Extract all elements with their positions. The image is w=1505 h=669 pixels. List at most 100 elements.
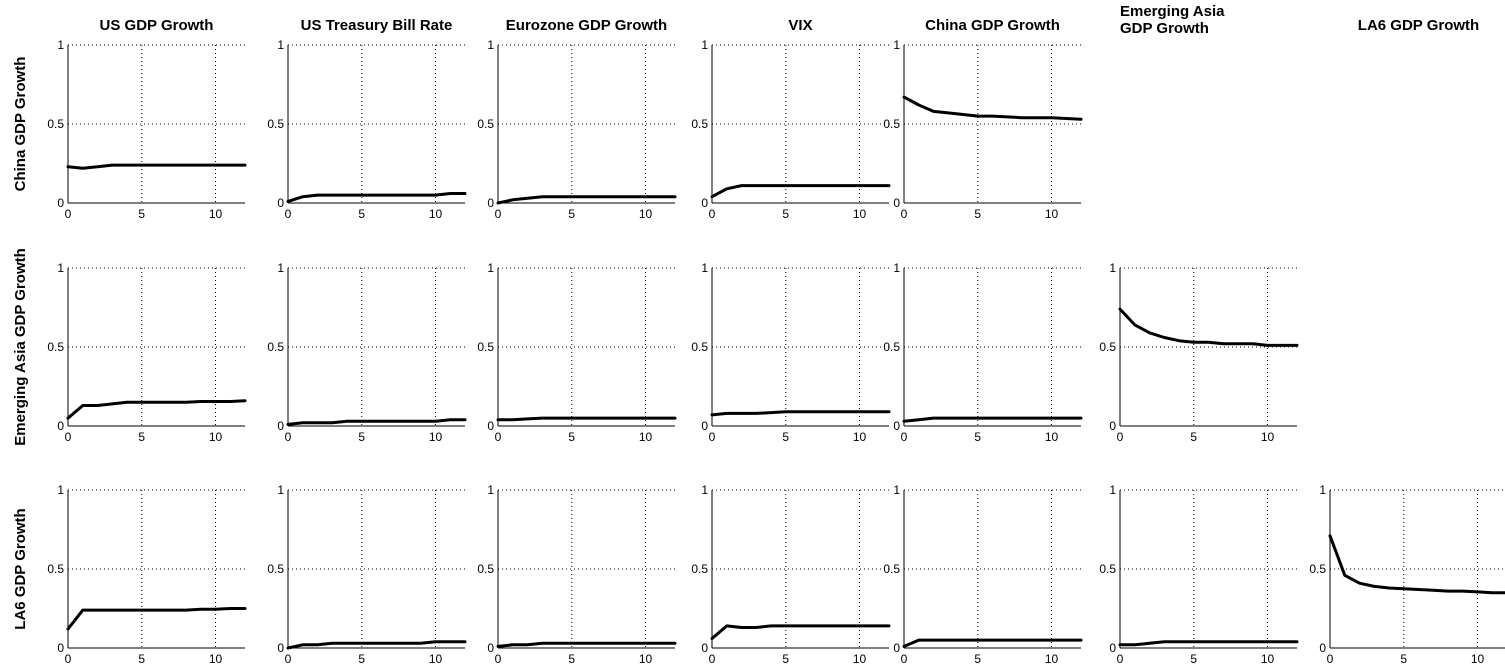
column-title-la6-gdp-growth: LA6 GDP Growth xyxy=(1358,17,1479,34)
column-title-line: VIX xyxy=(788,17,812,34)
y-tick-label: 1 xyxy=(1109,483,1116,497)
x-tick-label: 10 xyxy=(429,430,443,444)
column-title-us-treasury-bill-rate: US Treasury Bill Rate xyxy=(301,17,453,34)
y-tick-label: 0 xyxy=(1319,641,1326,655)
x-tick-label: 0 xyxy=(901,207,908,221)
panel-r1-c4: 00.510 5 10 xyxy=(883,261,1083,444)
x-tick-label: 5 xyxy=(1190,652,1197,666)
column-titles: US GDP Growth US Treasury Bill Rate Eurozo… xyxy=(100,3,1480,37)
x-tick-label: 10 xyxy=(209,430,223,444)
y-tick-label: 1 xyxy=(701,261,708,275)
y-tick-label: 0.5 xyxy=(883,562,900,576)
y-tick-label: 0.5 xyxy=(267,340,284,354)
row-title-china-gdp-growth: China GDP Growth xyxy=(12,57,29,192)
x-tick-label: 5 xyxy=(568,652,575,666)
response-line xyxy=(902,416,1083,423)
y-tick-label: 0 xyxy=(893,641,900,655)
x-tick-label: 10 xyxy=(1045,430,1059,444)
x-tick-label: 5 xyxy=(1400,652,1407,666)
row-title-emerging-asia-gdp-growth: Emerging Asia GDP Growth xyxy=(12,248,29,446)
panel-r2-c0: 00.510 5 10 xyxy=(47,483,247,666)
column-title-line: GDP Growth xyxy=(1120,20,1209,37)
y-tick-label: 0.5 xyxy=(477,562,494,576)
x-tick-label: 0 xyxy=(285,652,292,666)
column-title-china-gdp-growth: China GDP Growth xyxy=(925,17,1060,34)
y-tick-label: 0.5 xyxy=(267,117,284,131)
y-tick-label: 1 xyxy=(893,261,900,275)
x-tick-label: 5 xyxy=(974,207,981,221)
x-tick-label: 0 xyxy=(709,207,716,221)
panel-r2-c3: 00.510 5 10 xyxy=(691,483,891,666)
panel-r0-c1: 00.510 5 10 xyxy=(267,38,467,221)
panel-r1-c2: 00.510 5 10 xyxy=(477,261,677,444)
x-tick-label: 0 xyxy=(1117,430,1124,444)
x-tick-label: 10 xyxy=(209,207,223,221)
y-tick-label: 0.5 xyxy=(47,562,64,576)
y-tick-label: 0 xyxy=(57,196,64,210)
y-tick-label: 0 xyxy=(1109,641,1116,655)
response-line xyxy=(710,184,891,199)
y-tick-label: 0.5 xyxy=(1099,562,1116,576)
y-tick-label: 0 xyxy=(277,196,284,210)
y-tick-label: 1 xyxy=(57,483,64,497)
response-line xyxy=(1118,640,1299,647)
y-tick-label: 0.5 xyxy=(1309,562,1326,576)
y-tick-label: 0.5 xyxy=(477,117,494,131)
x-tick-label: 5 xyxy=(358,207,365,221)
y-tick-label: 1 xyxy=(57,261,64,275)
x-tick-label: 5 xyxy=(974,652,981,666)
y-tick-label: 0 xyxy=(57,641,64,655)
response-line xyxy=(1118,307,1299,347)
panel-r2-c5: 00.510 5 10 xyxy=(1099,483,1299,666)
response-line xyxy=(1328,534,1505,595)
x-tick-label: 5 xyxy=(358,430,365,444)
x-tick-label: 10 xyxy=(639,430,653,444)
column-title-us-gdp-growth: US GDP Growth xyxy=(100,17,214,34)
x-tick-label: 10 xyxy=(1045,207,1059,221)
x-tick-label: 10 xyxy=(639,207,653,221)
y-tick-label: 0.5 xyxy=(1099,340,1116,354)
column-title-line: China GDP Growth xyxy=(925,17,1060,34)
response-line xyxy=(496,416,677,422)
x-tick-label: 5 xyxy=(782,652,789,666)
x-tick-label: 10 xyxy=(1045,652,1059,666)
x-tick-label: 0 xyxy=(285,207,292,221)
x-tick-label: 10 xyxy=(429,207,443,221)
x-tick-label: 5 xyxy=(782,430,789,444)
y-tick-label: 1 xyxy=(487,483,494,497)
response-line xyxy=(710,410,891,417)
column-title-line: Emerging Asia xyxy=(1120,3,1225,20)
x-tick-label: 0 xyxy=(709,652,716,666)
x-tick-label: 5 xyxy=(138,430,145,444)
y-tick-label: 0 xyxy=(893,196,900,210)
panel-r0-c4: 00.510 5 10 xyxy=(883,38,1083,221)
y-tick-label: 0 xyxy=(277,419,284,433)
panel-r1-c3: 00.510 5 10 xyxy=(691,261,891,444)
y-tick-label: 0 xyxy=(701,641,708,655)
x-tick-label: 5 xyxy=(568,207,575,221)
column-title-eurozone-gdp-growth: Eurozone GDP Growth xyxy=(506,17,667,34)
panel-r1-c5: 00.510 5 10 xyxy=(1099,261,1299,444)
response-line xyxy=(902,638,1083,648)
x-tick-label: 0 xyxy=(901,430,908,444)
y-tick-label: 0.5 xyxy=(691,117,708,131)
x-tick-label: 10 xyxy=(1261,652,1275,666)
panel-r0-c0: 00.510 5 10 xyxy=(47,38,247,221)
y-tick-label: 1 xyxy=(1109,261,1116,275)
y-tick-label: 0 xyxy=(487,641,494,655)
y-tick-label: 1 xyxy=(487,261,494,275)
x-tick-label: 10 xyxy=(853,207,867,221)
row-titles: China GDP Growth Emerging Asia GDP Growth… xyxy=(12,57,29,630)
column-title-line: US Treasury Bill Rate xyxy=(301,17,453,34)
x-tick-label: 0 xyxy=(901,652,908,666)
x-tick-label: 10 xyxy=(209,652,223,666)
x-tick-label: 0 xyxy=(285,430,292,444)
y-tick-label: 1 xyxy=(277,38,284,52)
response-line xyxy=(496,195,677,205)
y-tick-label: 0.5 xyxy=(883,117,900,131)
y-tick-label: 0.5 xyxy=(691,340,708,354)
y-tick-label: 1 xyxy=(1319,483,1326,497)
x-tick-label: 10 xyxy=(429,652,443,666)
panel-r2-c1: 00.510 5 10 xyxy=(267,483,467,666)
